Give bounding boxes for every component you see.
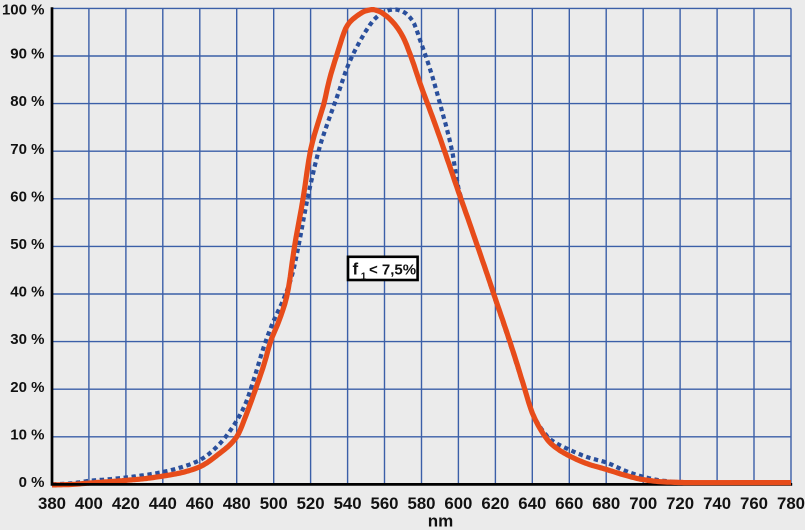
svg-text:560: 560 [371, 494, 399, 513]
svg-text:520: 520 [297, 494, 325, 513]
svg-text:500: 500 [260, 494, 288, 513]
svg-text:nm: nm [428, 511, 454, 530]
svg-text:540: 540 [334, 494, 362, 513]
svg-text:480: 480 [223, 494, 251, 513]
svg-text:1: 1 [361, 272, 367, 283]
svg-text:780: 780 [777, 494, 805, 513]
svg-text:620: 620 [481, 494, 509, 513]
svg-text:740: 740 [703, 494, 731, 513]
svg-text:660: 660 [555, 494, 583, 513]
svg-text:580: 580 [408, 494, 436, 513]
svg-text:760: 760 [740, 494, 768, 513]
svg-text:700: 700 [629, 494, 657, 513]
svg-text:100 %: 100 % [2, 1, 45, 18]
svg-text:640: 640 [518, 494, 546, 513]
svg-text:f: f [353, 260, 359, 279]
svg-text:380: 380 [38, 494, 66, 513]
svg-text:20 %: 20 % [10, 379, 44, 396]
svg-text:400: 400 [75, 494, 103, 513]
svg-text:680: 680 [592, 494, 620, 513]
svg-text:< 7,5%: < 7,5% [369, 262, 416, 279]
svg-text:10 %: 10 % [10, 426, 44, 443]
svg-text:70 %: 70 % [10, 141, 44, 158]
svg-text:60 %: 60 % [10, 188, 44, 205]
svg-text:30 %: 30 % [10, 331, 44, 348]
svg-text:460: 460 [186, 494, 214, 513]
svg-text:0 %: 0 % [19, 474, 45, 491]
svg-text:720: 720 [666, 494, 694, 513]
svg-text:90 %: 90 % [10, 46, 44, 63]
svg-text:40 %: 40 % [10, 284, 44, 301]
svg-text:600: 600 [444, 494, 472, 513]
svg-text:420: 420 [112, 494, 140, 513]
svg-text:440: 440 [149, 494, 177, 513]
svg-text:50 %: 50 % [10, 236, 44, 253]
svg-text:80 %: 80 % [10, 93, 44, 110]
